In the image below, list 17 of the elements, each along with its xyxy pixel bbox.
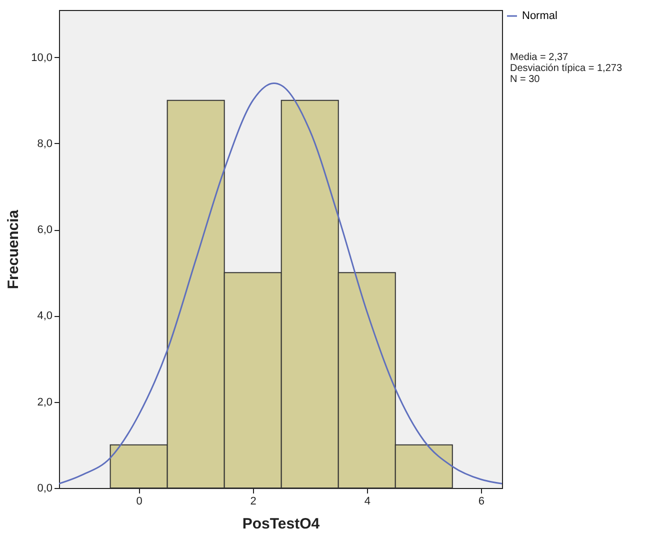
y-tick-label: 4,0 [37,310,52,322]
x-axis-title: PosTestO4 [242,516,320,532]
text: Media = 2,37 [510,52,569,63]
text: N = 30 [510,74,540,85]
x-tick-label: 4 [364,496,370,508]
legend-label: Normal [522,10,558,22]
y-tick-label: 10,0 [31,52,52,64]
x-tick-label: 6 [478,496,484,508]
y-axis-title: Frecuencia [5,209,22,290]
line-series [59,82,502,484]
x-tick-label: 0 [136,496,142,508]
y-tick-label: 2,0 [37,396,52,408]
x-tick-label: 2 [250,496,256,508]
y-tick-label: 8,0 [37,138,52,150]
text: Desviación típica = 1,273 [510,63,622,74]
y-tick-label: 6,0 [37,224,52,236]
y-tick-label: 0,0 [37,482,52,494]
